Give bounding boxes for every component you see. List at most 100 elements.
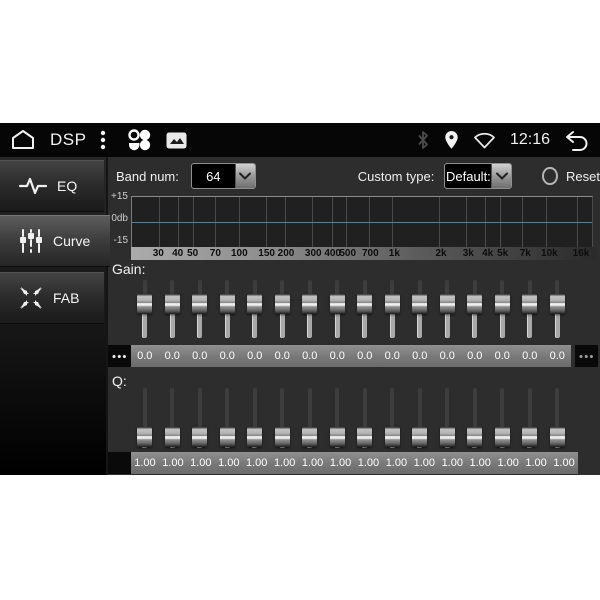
slider-thumb[interactable] — [274, 427, 290, 448]
gain-slider-8[interactable] — [324, 278, 352, 340]
slider-thumb[interactable] — [384, 294, 400, 315]
freq-tick-label: 1k — [388, 248, 400, 259]
slider-thumb[interactable] — [137, 427, 153, 448]
q-value-12: 1.00 — [441, 457, 463, 469]
eq-response-graph[interactable] — [131, 196, 593, 247]
scroll-bands-left-button[interactable]: ●●● — [108, 345, 131, 367]
slider-thumb[interactable] — [329, 294, 345, 315]
slider-thumb[interactable] — [219, 294, 235, 315]
slider-thumb[interactable] — [412, 294, 428, 315]
gain-value-16: 0.0 — [549, 350, 565, 362]
apps-icon[interactable] — [126, 128, 152, 152]
slider-thumb[interactable] — [164, 294, 180, 315]
q-slider-4[interactable] — [214, 386, 242, 450]
q-slider-8[interactable] — [324, 386, 352, 450]
gain-slider-7[interactable] — [296, 278, 324, 340]
slider-track — [527, 388, 532, 430]
custom-type-select[interactable]: Default: — [444, 163, 513, 189]
slider-thumb[interactable] — [412, 427, 428, 448]
slider-thumb[interactable] — [494, 427, 510, 448]
gain-slider-6[interactable] — [269, 278, 297, 340]
slider-thumb[interactable] — [522, 294, 538, 315]
freq-tick-label: 100 — [231, 248, 248, 259]
slider-thumb[interactable] — [192, 427, 208, 448]
sidebar-item-eq[interactable]: EQ — [0, 160, 104, 212]
slider-thumb[interactable] — [137, 294, 153, 315]
gain-slider-5[interactable] — [241, 278, 269, 340]
slider-thumb[interactable] — [494, 294, 510, 315]
location-icon — [444, 130, 459, 150]
q-slider-10[interactable] — [379, 386, 407, 450]
sidebar-item-label: Curve — [53, 233, 91, 249]
gain-slider-4[interactable] — [214, 278, 242, 340]
q-slider-7[interactable] — [296, 386, 324, 450]
gain-slider-1[interactable] — [131, 278, 159, 340]
slider-thumb[interactable] — [357, 294, 373, 315]
slider-track-fill — [252, 312, 258, 338]
slider-track — [197, 280, 202, 297]
slider-track-fill — [224, 312, 230, 338]
slider-thumb[interactable] — [439, 427, 455, 448]
q-slider-2[interactable] — [159, 386, 187, 450]
slider-track — [472, 280, 477, 297]
q-slider-16[interactable] — [544, 386, 572, 450]
slider-track-fill — [142, 312, 148, 338]
gain-slider-2[interactable] — [159, 278, 187, 340]
gallery-icon[interactable] — [166, 132, 187, 149]
slider-thumb[interactable] — [467, 294, 483, 315]
slider-thumb[interactable] — [247, 427, 263, 448]
q-slider-12[interactable] — [434, 386, 462, 450]
sidebar-item-curve[interactable]: Curve — [0, 215, 110, 267]
gain-slider-16[interactable] — [544, 278, 572, 340]
q-slider-1[interactable] — [131, 386, 159, 450]
gain-slider-11[interactable] — [406, 278, 434, 340]
slider-thumb[interactable] — [439, 294, 455, 315]
slider-thumb[interactable] — [357, 427, 373, 448]
slider-thumb[interactable] — [522, 427, 538, 448]
q-slider-3[interactable] — [186, 386, 214, 450]
slider-thumb[interactable] — [219, 427, 235, 448]
slider-thumb[interactable] — [384, 427, 400, 448]
slider-thumb[interactable] — [467, 427, 483, 448]
kebab-menu-icon[interactable] — [100, 129, 106, 151]
band-num-select[interactable]: 64 — [190, 163, 256, 189]
q-slider-14[interactable] — [489, 386, 517, 450]
slider-thumb[interactable] — [549, 294, 565, 315]
gain-slider-3[interactable] — [186, 278, 214, 340]
q-slider-13[interactable] — [461, 386, 489, 450]
scroll-bands-right-button[interactable]: ●●● — [575, 345, 598, 367]
q-slider-9[interactable] — [351, 386, 379, 450]
slider-track-fill — [279, 312, 285, 338]
slider-thumb[interactable] — [302, 294, 318, 315]
sidebar-item-fab[interactable]: FAB — [0, 272, 104, 324]
home-icon[interactable] — [10, 129, 36, 151]
slider-thumb[interactable] — [192, 294, 208, 315]
q-value-8: 1.00 — [329, 457, 352, 469]
slider-thumb[interactable] — [329, 427, 345, 448]
gain-slider-14[interactable] — [489, 278, 517, 340]
slider-track-fill — [472, 312, 478, 338]
slider-thumb[interactable] — [549, 427, 565, 448]
clock: 12:16 — [509, 131, 550, 148]
slider-thumb[interactable] — [247, 294, 263, 315]
q-slider-11[interactable] — [406, 386, 434, 450]
gain-slider-15[interactable] — [516, 278, 544, 340]
slider-thumb[interactable] — [274, 294, 290, 315]
fab-arrows-icon — [18, 285, 44, 311]
slider-track-fill — [169, 312, 175, 338]
q-slider-6[interactable] — [269, 386, 297, 450]
gain-slider-13[interactable] — [461, 278, 489, 340]
back-icon[interactable] — [564, 129, 590, 151]
q-slider-15[interactable] — [516, 386, 544, 450]
gain-slider-9[interactable] — [351, 278, 379, 340]
freq-tick-label: 30 — [152, 248, 164, 259]
gain-slider-12[interactable] — [434, 278, 462, 340]
slider-track — [527, 280, 532, 297]
reset-radio[interactable] — [542, 167, 559, 185]
chevron-down-icon — [491, 164, 512, 188]
q-slider-5[interactable] — [241, 386, 269, 450]
gain-slider-10[interactable] — [379, 278, 407, 340]
slider-thumb[interactable] — [302, 427, 318, 448]
slider-thumb[interactable] — [164, 427, 180, 448]
